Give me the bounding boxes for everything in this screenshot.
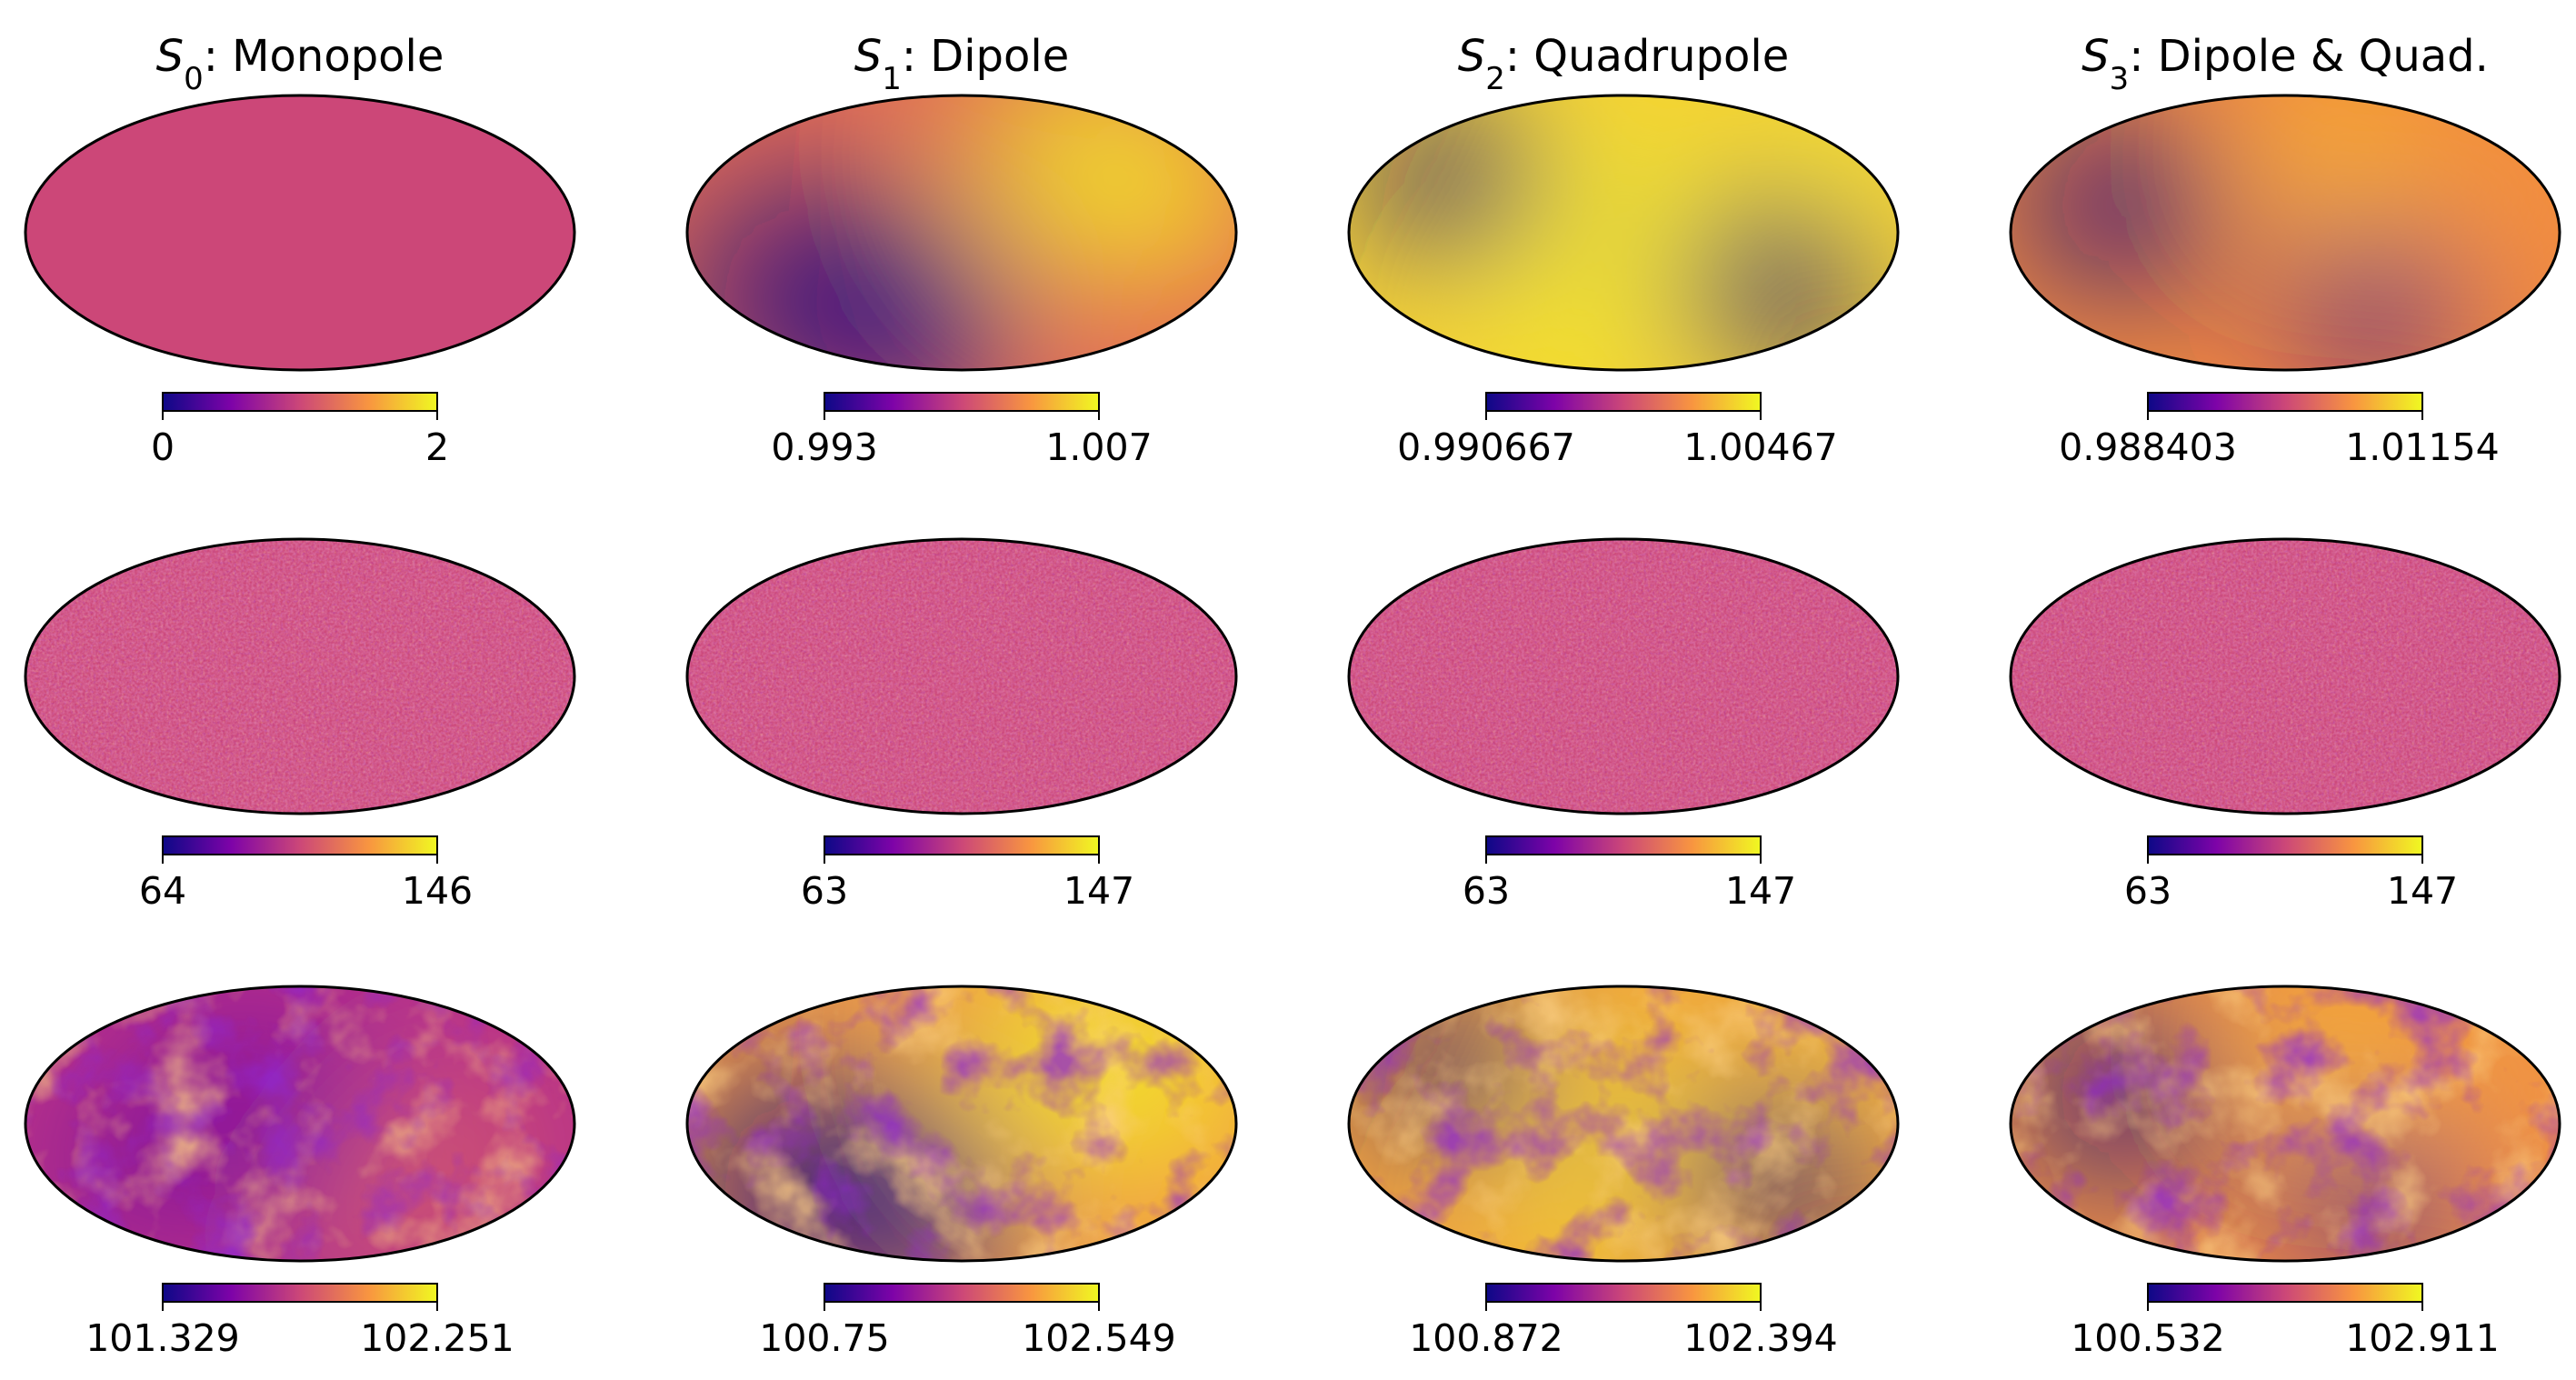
colorbar-min-label: 0.993 <box>771 425 877 469</box>
column-titles: S0: Monopole S1: Dipole S2: Quadrupole S3: … <box>156 31 2489 97</box>
title-symbol: S <box>854 31 882 82</box>
map-outline <box>24 94 576 372</box>
colorbar-max-label: 1.007 <box>1045 425 1152 469</box>
mollweide-map <box>25 986 574 1261</box>
map-outline <box>685 985 1238 1263</box>
title-symbol: S <box>156 31 184 82</box>
colorbar-min-label: 0.990667 <box>1397 425 1575 469</box>
colorbar-max-label: 2 <box>425 425 449 469</box>
colorbar-min-label: 101.329 <box>85 1316 240 1360</box>
colorbar-max-label: 1.00467 <box>1683 425 1838 469</box>
map-outline <box>2009 94 2561 372</box>
colorbar-min-label: 100.872 <box>1409 1316 1563 1360</box>
title-subscript: 0 <box>184 61 204 97</box>
column-title-2: S2: Quadrupole <box>1458 31 1789 97</box>
map-panel-r1-c2: 63 147 <box>1347 537 1900 913</box>
colorbar <box>824 392 1100 412</box>
map-outline <box>2009 537 2561 815</box>
map-outline <box>24 537 576 815</box>
map-panels: 0 2 0.993 1.007 0.990667 1.00467 0.988403 1.011… <box>24 94 2561 1360</box>
colorbar-min-label: 63 <box>801 869 848 913</box>
colorbar-max-label: 147 <box>2387 869 2458 913</box>
title-text: : Dipole <box>902 31 1069 82</box>
colorbar <box>162 1283 438 1303</box>
colorbar-max-label: 146 <box>402 869 473 913</box>
colorbar-min-label: 100.532 <box>2071 1316 2225 1360</box>
title-subscript: 3 <box>2110 61 2130 97</box>
title-symbol: S <box>2082 31 2109 82</box>
colorbar <box>1485 835 1762 855</box>
map-outline <box>685 537 1238 815</box>
column-title-0: S0: Monopole <box>156 31 444 97</box>
colorbar-min-label: 0 <box>151 425 175 469</box>
colorbar <box>162 392 438 412</box>
colorbar-max-label: 102.394 <box>1683 1316 1838 1360</box>
mollweide-map <box>687 986 1236 1261</box>
mollweide-map <box>1349 95 1898 370</box>
map-panel-r2-c2: 100.872 102.394 <box>1347 985 1900 1360</box>
colorbar-min-label: 63 <box>1463 869 1510 913</box>
mollweide-map <box>687 539 1236 814</box>
colorbar-max-label: 1.01154 <box>2345 425 2500 469</box>
map-panel-r0-c3: 0.988403 1.01154 <box>2009 94 2561 469</box>
colorbar-max-label: 147 <box>1725 869 1796 913</box>
mollweide-map <box>1349 986 1898 1261</box>
colorbar <box>2147 392 2423 412</box>
map-outline <box>1347 94 1900 372</box>
colorbar-max-label: 102.251 <box>360 1316 514 1360</box>
title-symbol: S <box>1458 31 1485 82</box>
map-outline <box>685 94 1238 372</box>
mollweide-map <box>1349 539 1898 814</box>
colorbar-min-label: 0.988403 <box>2059 425 2237 469</box>
map-outline <box>1347 537 1900 815</box>
title-subscript: 1 <box>882 61 902 97</box>
colorbar <box>824 835 1100 855</box>
map-panel-r1-c0: 64 146 <box>24 537 576 913</box>
map-panel-r1-c1: 63 147 <box>685 537 1238 913</box>
map-panel-r1-c3: 63 147 <box>2009 537 2561 913</box>
colorbar <box>2147 1283 2423 1303</box>
colorbar-min-label: 100.75 <box>759 1316 889 1360</box>
title-text: : Monopole <box>204 31 444 82</box>
mollweide-map <box>25 95 574 370</box>
map-outline <box>24 985 576 1263</box>
column-title-1: S1: Dipole <box>854 31 1070 97</box>
map-outline <box>1347 985 1900 1263</box>
mollweide-map <box>2011 539 2560 814</box>
mollweide-map <box>2011 95 2560 370</box>
colorbar-min-label: 64 <box>139 869 186 913</box>
map-panel-r2-c0: 101.329 102.251 <box>24 985 576 1360</box>
colorbar <box>2147 835 2423 855</box>
column-title-3: S3: Dipole & Quad. <box>2082 31 2489 97</box>
title-subscript: 2 <box>1485 61 1505 97</box>
mollweide-map <box>2011 986 2560 1261</box>
colorbar <box>824 1283 1100 1303</box>
title-text: : Dipole & Quad. <box>2129 31 2489 82</box>
colorbar <box>1485 1283 1762 1303</box>
title-text: : Quadrupole <box>1505 31 1789 82</box>
map-panel-r2-c3: 100.532 102.911 <box>2009 985 2561 1360</box>
colorbar-max-label: 147 <box>1063 869 1134 913</box>
colorbar <box>1485 392 1762 412</box>
colorbar-max-label: 102.911 <box>2345 1316 2500 1360</box>
map-panel-r2-c1: 100.75 102.549 <box>685 985 1238 1360</box>
mollweide-map <box>25 539 574 814</box>
colorbar-min-label: 63 <box>2124 869 2172 913</box>
map-outline <box>2009 985 2561 1263</box>
colorbar <box>162 835 438 855</box>
colorbar-max-label: 102.549 <box>1022 1316 1176 1360</box>
map-panel-r0-c2: 0.990667 1.00467 <box>1347 94 1900 469</box>
